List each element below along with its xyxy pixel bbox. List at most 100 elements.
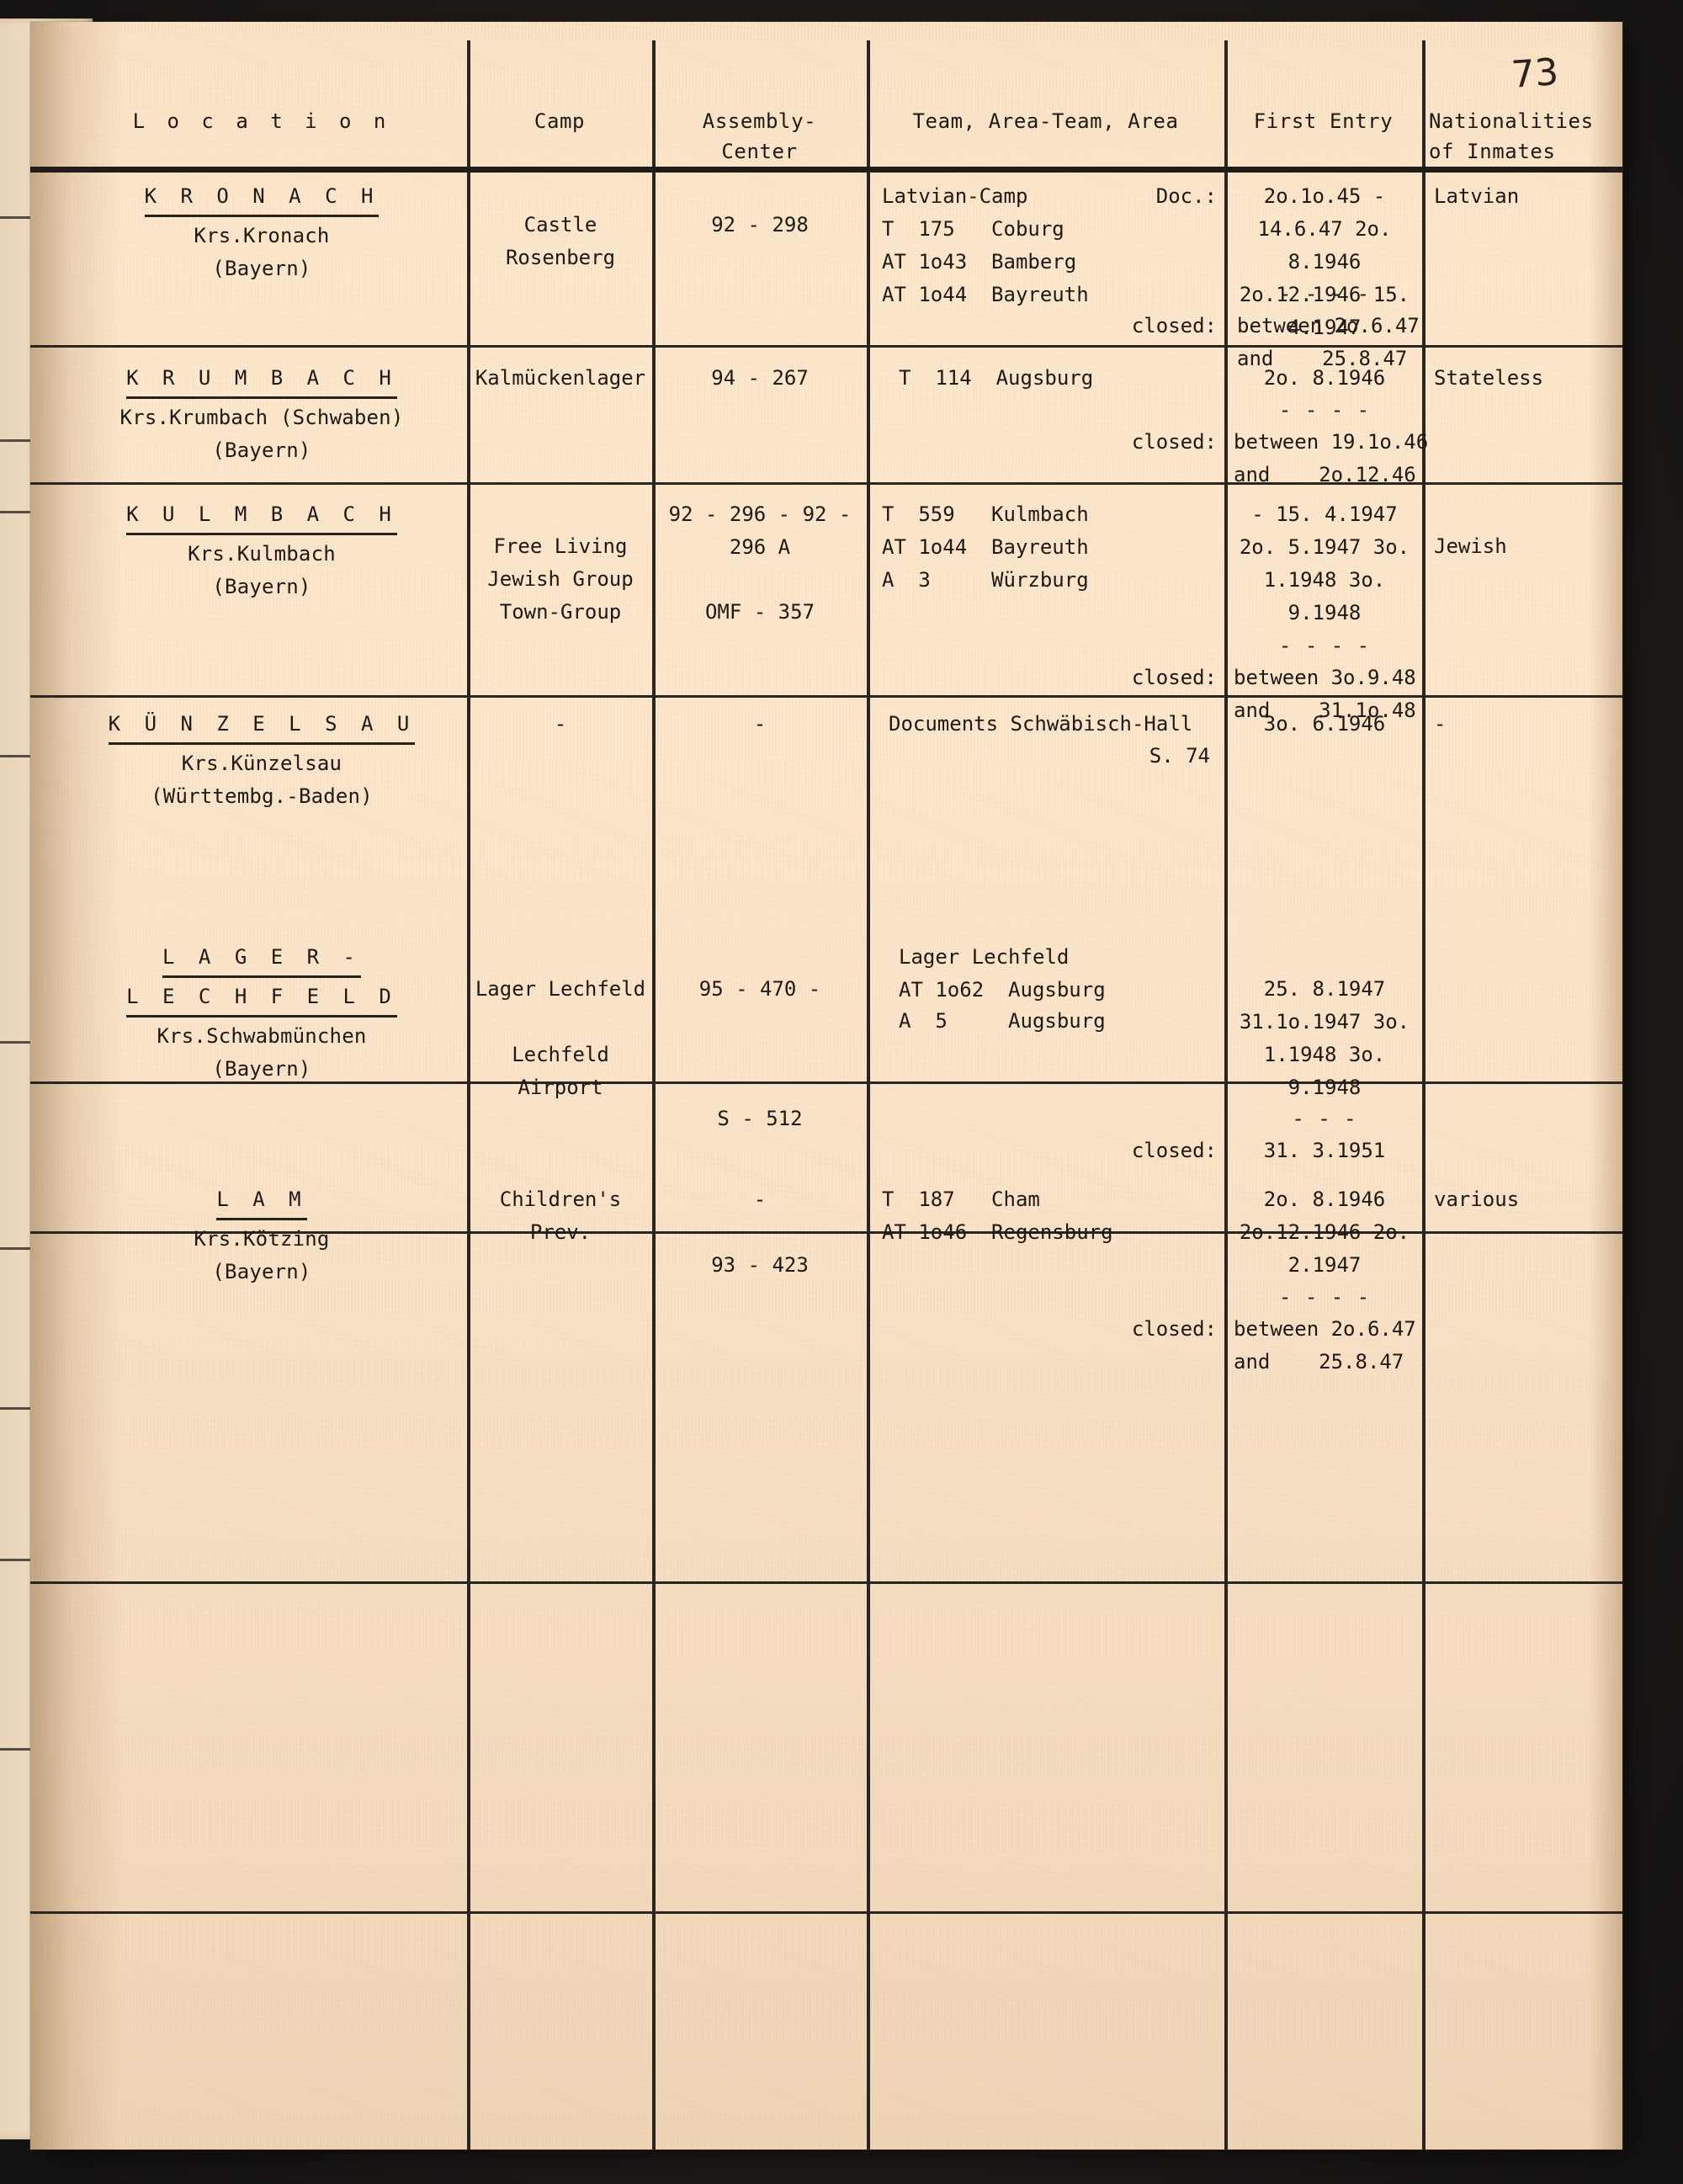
camp-cell-kronach: Castle Rosenberg xyxy=(505,213,616,269)
team-area-cell-krumbach: T 114 Augsburg xyxy=(899,366,1094,390)
team-area-cell-kronach: Latvian-Camp T 175 Coburg AT 1o43 Bamber… xyxy=(882,184,1089,306)
column-header-nationalities-line2: of Inmates xyxy=(1429,140,1556,163)
first-entry-cell-lechfeld: 25. 8.1947 31.1o.1947 3o. 1.1948 3o. 9.1… xyxy=(1239,977,1410,1099)
column-header-first-entry: First Entry xyxy=(1253,109,1394,133)
location-name-line2: L E C H F E L D xyxy=(126,980,397,1018)
assembly-center-cell-lechfeld: 95 - 470 - xyxy=(698,977,821,1001)
column-divider-1 xyxy=(467,40,470,2149)
first-entry-cell-kulmbach: - 15. 4.1947 2o. 5.1947 3o. 1.1948 3o. 9… xyxy=(1239,502,1410,624)
camp-cell-lam: Children's Prev. xyxy=(499,1188,622,1244)
team-area-cell-lam: T 187 Cham AT 1o46 Regensburg xyxy=(882,1188,1113,1244)
column-divider-3 xyxy=(867,40,870,2149)
team-area-cell-lechfeld: Lager Lechfeld AT 1o62 Augsburg xyxy=(899,945,1106,1002)
document-page: L o c a t i o n Camp Assembly- Center Team, … xyxy=(30,22,1622,2149)
location-district: Krs.Künzelsau xyxy=(181,751,342,775)
camp-cell-krumbach: Kalmückenlager xyxy=(475,366,646,390)
first-entry-cell-krumbach: 2o. 8.1946 xyxy=(1263,366,1386,390)
location-cell-kuenzelsau: K Ü N Z E L S A U Krs.Künzelsau (Württembg… xyxy=(64,708,459,813)
team-area-cell-kulmbach-2: A 3 Würzburg xyxy=(882,568,1089,592)
first-entry-separator-kulmbach: - - - - xyxy=(1278,634,1371,657)
team-area-cell-kulmbach: T 559 Kulmbach AT 1o44 Bayreuth xyxy=(882,502,1089,559)
location-cell-krumbach: K R U M B A C H Krs.Krumbach (Schwaben) (B… xyxy=(64,362,459,467)
row-divider-krumbach xyxy=(30,482,1622,485)
first-entry-separator-krumbach: - - - - xyxy=(1278,398,1371,422)
first-entry-cell-kronach: 2o.1o.45 - 14.6.47 2o. 8.1946 2o.12.1946… xyxy=(1239,184,1410,339)
first-entry-cell-kuenzelsau: 3o. 6.1946 xyxy=(1263,712,1386,736)
closed-label-krumbach: closed: xyxy=(1131,430,1217,454)
column-header-camp: Camp xyxy=(534,109,586,133)
row-divider-kuenzelsau xyxy=(30,1081,1622,1084)
closed-label-lam: closed: xyxy=(1131,1317,1217,1341)
closed-value-lechfeld: 31. 3.1951 xyxy=(1263,1139,1386,1162)
assembly-center-cell-lechfeld-2: S - 512 xyxy=(717,1107,803,1130)
nationalities-cell-lam: various xyxy=(1434,1188,1520,1211)
row-divider-lechfeld-top xyxy=(30,1231,1622,1234)
camp-cell-lechfeld-2: Lechfeld Airport xyxy=(512,1043,609,1099)
column-header-assembly-center-line2: Center xyxy=(721,140,798,163)
assembly-center-cell-lam: - xyxy=(753,1188,767,1211)
location-name: L A M xyxy=(216,1183,307,1220)
first-entry-separator-kronach: - - - - xyxy=(1278,282,1371,306)
assembly-center-cell-kuenzelsau: - xyxy=(753,712,767,736)
closed-value-kronach: between 2o.6.47 and 25.8.47 xyxy=(1237,314,1420,370)
closed-label-kulmbach: closed: xyxy=(1131,666,1217,689)
location-name: K R U M B A C H xyxy=(126,362,397,399)
location-cell-kulmbach: K U L M B A C H Krs.Kulmbach (Bayern) xyxy=(64,498,459,603)
column-divider-4 xyxy=(1224,40,1228,2149)
column-header-assembly-center-line1: Assembly- xyxy=(702,109,817,133)
team-area-cell-lechfeld-2: A 5 Augsburg xyxy=(899,1009,1106,1033)
location-district: Krs.Krumbach (Schwaben) xyxy=(119,405,404,429)
location-name: K U L M B A C H xyxy=(126,498,397,535)
column-header-location: L o c a t i o n xyxy=(132,109,391,133)
closed-label-kronach: closed: xyxy=(1131,314,1217,337)
camp-cell-kulmbach-2: Town-Group xyxy=(499,600,622,624)
location-state: (Bayern) xyxy=(212,256,311,280)
location-state: (Württembg.-Baden) xyxy=(151,784,373,808)
camp-cell-lechfeld: Lager Lechfeld xyxy=(475,977,646,1001)
first-entry-cell-lam: 2o. 8.1946 2o.12.1946 2o. 2.1947 xyxy=(1239,1188,1410,1277)
first-entry-separator-lam: - - - - xyxy=(1278,1285,1371,1309)
row-divider-lechfeld xyxy=(30,1581,1622,1584)
team-area-cell-kuenzelsau: Documents Schwäbisch-Hall xyxy=(889,712,1193,736)
location-district: Krs.Kronach xyxy=(194,223,330,247)
column-divider-5 xyxy=(1422,40,1426,2149)
location-state: (Bayern) xyxy=(212,1056,311,1081)
closed-value-kulmbach: between 3o.9.48 and 31.1o.48 xyxy=(1234,666,1416,722)
location-state: (Bayern) xyxy=(212,438,311,462)
location-cell-lam: L A M Krs.Kötzing (Bayern) xyxy=(64,1183,459,1289)
assembly-center-cell-kronach: 92 - 298 xyxy=(711,213,809,236)
closed-value-lam: between 2o.6.47 and 25.8.47 xyxy=(1234,1317,1416,1374)
location-district: Krs.Kulmbach xyxy=(188,541,336,566)
column-divider-2 xyxy=(652,40,656,2149)
nationalities-cell-kulmbach: Jewish xyxy=(1434,534,1507,558)
location-state: (Bayern) xyxy=(212,1259,311,1283)
nationalities-cell-krumbach: Stateless xyxy=(1434,366,1544,390)
binding-shadow xyxy=(30,22,123,2149)
closed-label-lechfeld: closed: xyxy=(1131,1139,1217,1162)
camp-cell-kuenzelsau: - xyxy=(554,712,567,736)
team-area-note-kronach: Doc.: xyxy=(1155,184,1217,208)
location-name: K R O N A C H xyxy=(144,180,380,217)
location-district: Krs.Kötzing xyxy=(194,1226,330,1251)
assembly-center-cell-lam-2: 93 - 423 xyxy=(711,1253,809,1277)
page-number: 73 xyxy=(1510,50,1560,97)
location-district: Krs.Schwabmünchen xyxy=(157,1023,367,1048)
column-header-team-area: Team, Area-Team, Area xyxy=(912,109,1179,133)
first-entry-separator-lechfeld: - - - xyxy=(1292,1107,1357,1130)
camp-cell-kulmbach: Free Living Jewish Group xyxy=(487,534,634,591)
assembly-center-cell-kulmbach: 92 - 296 - 92 - 296 A xyxy=(668,502,852,559)
assembly-center-cell-kulmbach-2: OMF - 357 xyxy=(704,600,815,624)
page-edge-shadow xyxy=(1589,22,1622,2149)
nationalities-cell-kronach: Latvian xyxy=(1434,184,1520,208)
location-name: K Ü N Z E L S A U xyxy=(108,708,416,745)
row-divider-kronach xyxy=(30,345,1622,348)
column-header-nationalities-line1: Nationalities xyxy=(1429,109,1594,133)
location-name: L A G E R - xyxy=(162,941,361,978)
team-area-cell-kuenzelsau-2: S. 74 xyxy=(1149,744,1210,768)
nationalities-cell-kuenzelsau: - xyxy=(1434,712,1447,736)
location-state: (Bayern) xyxy=(212,574,311,598)
closed-value-krumbach: between 19.1o.46 and 2o.12.46 xyxy=(1234,430,1429,486)
row-divider-kulmbach xyxy=(30,695,1622,698)
location-cell-lechfeld: L A G E R -L E C H F E L D Krs.Schwabmünc… xyxy=(64,941,459,1086)
